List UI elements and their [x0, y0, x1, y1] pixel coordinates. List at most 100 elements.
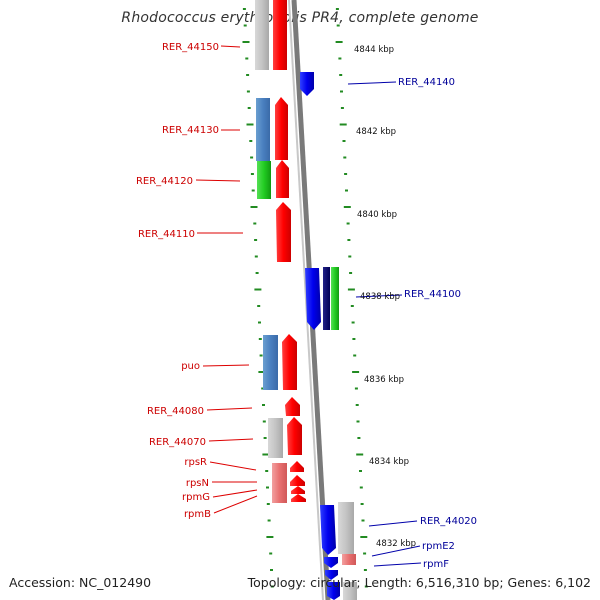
label-rer-44120[interactable]: RER_44120 [136, 176, 193, 187]
label-rer-44150[interactable]: RER_44150 [162, 42, 219, 53]
tick-dot [249, 140, 253, 142]
label-rer-44130[interactable]: RER_44130 [162, 125, 219, 136]
bottom-arrow-1[interactable] [327, 582, 340, 600]
tick-dot [258, 338, 262, 340]
rer-44070-arrow[interactable] [287, 417, 302, 455]
tick-dot [266, 486, 269, 489]
tick-dot [269, 552, 273, 555]
tick-dot [254, 255, 258, 258]
tick-dot [356, 420, 360, 423]
rpmg-arrow[interactable] [291, 486, 305, 494]
accession-text: Accession: NC_012490 [9, 575, 152, 590]
tick-dot [348, 255, 352, 258]
tick-dot [346, 222, 350, 225]
puo-bar[interactable] [263, 335, 278, 390]
rpmf-arrow[interactable] [325, 570, 338, 580]
tick-dot [359, 486, 363, 489]
rps-cluster-bar[interactable] [272, 463, 287, 503]
tick-dot [250, 206, 258, 208]
tick-dot [357, 437, 361, 439]
scale-4840: 4840 kbp [357, 210, 397, 220]
tick-dot [335, 8, 339, 10]
scale-4838: 4838 kbp [360, 292, 400, 302]
tick-dot [254, 239, 258, 241]
tick-dot [352, 338, 356, 340]
label-rer-44110[interactable]: RER_44110 [138, 229, 195, 240]
puo-arrow[interactable] [282, 334, 297, 390]
tick-dot [354, 387, 358, 390]
tick-dot [363, 552, 367, 555]
tick-dot [344, 173, 348, 175]
tick-dot [350, 305, 354, 307]
tick-dot [255, 272, 259, 274]
tick-dot [266, 536, 274, 538]
tick-dot [263, 437, 267, 439]
tick-dot [351, 321, 355, 324]
tick-dot [339, 123, 347, 126]
left-track-ticks [242, 8, 274, 588]
tick-dot [343, 156, 347, 159]
tick-dot [265, 470, 269, 472]
tick-dot [258, 371, 266, 373]
rer-44110-arrow[interactable] [276, 202, 291, 262]
tick-dot [259, 354, 263, 357]
right-track-ticks [335, 8, 368, 588]
tick-dot [245, 57, 249, 60]
reverse-leaders [347, 81, 422, 567]
rpsr-arrow[interactable] [290, 461, 304, 472]
scale-4836: 4836 kbp [364, 375, 404, 385]
rer-44020-arrow[interactable] [320, 505, 336, 555]
rer-44100-green-bar[interactable] [331, 267, 339, 330]
tick-dot [347, 239, 351, 241]
rer-44070-bar[interactable] [268, 418, 283, 458]
tick-dot [247, 107, 251, 109]
label-rpsn[interactable]: rpsN [186, 478, 209, 489]
rpmb-arrow[interactable] [291, 494, 306, 502]
tick-dot [363, 569, 367, 571]
tick-dot [360, 503, 364, 505]
rer-44120-bar[interactable] [257, 161, 271, 199]
tick-dot [253, 222, 257, 225]
label-rer-44070[interactable]: RER_44070 [149, 437, 206, 448]
label-puo[interactable]: puo [181, 361, 200, 372]
rer-44120-arrow[interactable] [276, 160, 289, 198]
tick-dot [270, 585, 274, 588]
rer-44100-navy-bar[interactable] [323, 267, 330, 330]
backbone-light [288, 0, 324, 600]
label-rer-44100[interactable]: RER_44100 [404, 289, 461, 300]
tick-dot [266, 503, 270, 505]
scale-4844: 4844 kbp [354, 45, 394, 55]
forward-labels: RER_44150 RER_44130 RER_44120 RER_44110 … [136, 42, 219, 520]
label-rer-44080[interactable]: RER_44080 [147, 406, 204, 417]
label-rer-44140[interactable]: RER_44140 [398, 77, 455, 88]
label-rpme2[interactable]: rpmE2 [422, 541, 455, 552]
rer-44080-arrow[interactable] [285, 397, 300, 416]
label-rpmg[interactable]: rpmG [182, 492, 210, 503]
tick-dot [340, 90, 343, 93]
rpme2-arrow[interactable] [324, 557, 338, 568]
rer-44020-bar[interactable] [338, 502, 354, 554]
tick-dot [340, 107, 344, 109]
topology-text: Topology: circular; Length: 6,516,310 bp… [247, 575, 591, 590]
rer-44150-bar[interactable] [255, 0, 269, 70]
rer-44140-arrow[interactable] [300, 72, 314, 96]
label-rpsr[interactable]: rpsR [184, 457, 207, 468]
rpme2-bar[interactable] [342, 554, 356, 565]
label-rpmf[interactable]: rpmF [423, 559, 449, 570]
tick-dot [349, 272, 353, 274]
bottom-bar-1[interactable] [343, 582, 357, 600]
tick-dot [254, 288, 262, 291]
label-rer-44020[interactable]: RER_44020 [420, 516, 477, 527]
tick-dot [242, 41, 250, 43]
rpsn-arrow[interactable] [290, 475, 305, 486]
rer-44130-arrow[interactable] [275, 97, 288, 160]
rer-44150-arrow[interactable] [273, 0, 287, 70]
tick-dot [359, 470, 362, 472]
rer-44130-bar[interactable] [256, 98, 270, 161]
tick-dot [258, 321, 261, 324]
rer-44100-arrow[interactable] [305, 268, 321, 330]
label-rpmb[interactable]: rpmB [184, 509, 211, 520]
tick-dot [345, 189, 348, 192]
scale-4832: 4832 kbp [376, 539, 416, 549]
